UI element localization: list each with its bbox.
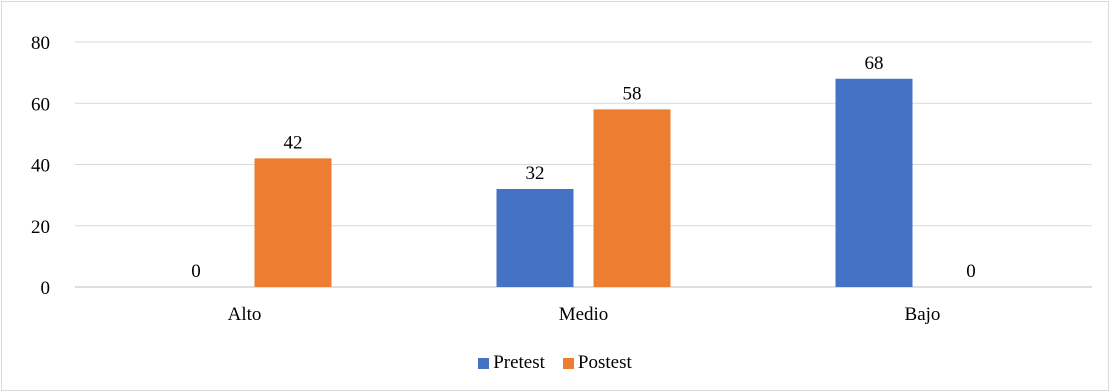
y-tick-label: 60	[31, 94, 50, 115]
x-axis-ticks: Alto Medio Bajo	[228, 304, 941, 325]
bars	[254, 78, 913, 287]
y-tick-label: 0	[41, 278, 51, 299]
x-tick-label: Alto	[228, 304, 262, 325]
legend-item-postest: Postest	[562, 352, 632, 374]
legend-swatch-pretest	[478, 357, 490, 369]
legend-label-postest: Postest	[577, 352, 632, 373]
bar-postest-medio	[593, 109, 671, 287]
gridlines	[75, 41, 1092, 288]
legend-swatch-postest	[562, 357, 574, 369]
data-label: 0	[966, 261, 976, 282]
bar-pretest-medio	[496, 189, 574, 287]
data-label: 0	[191, 261, 201, 282]
legend-item-pretest: Pretest	[478, 352, 545, 374]
bar-postest-alto	[254, 158, 332, 287]
x-tick-label: Medio	[559, 304, 609, 325]
data-label: 32	[526, 163, 545, 184]
data-labels: 0 42 32 58 68 0	[191, 53, 976, 282]
legend: Pretest Postest	[0, 352, 1110, 374]
data-label: 58	[623, 83, 642, 104]
data-label: 42	[284, 132, 303, 153]
y-tick-label: 40	[31, 156, 50, 177]
x-tick-label: Bajo	[905, 304, 941, 325]
data-label: 68	[865, 53, 884, 74]
legend-label-pretest: Pretest	[493, 352, 545, 373]
y-axis-ticks: 0 20 40 60 80	[31, 33, 50, 299]
y-tick-label: 20	[31, 217, 50, 238]
y-tick-label: 80	[31, 33, 50, 54]
bar-pretest-bajo	[835, 78, 913, 287]
